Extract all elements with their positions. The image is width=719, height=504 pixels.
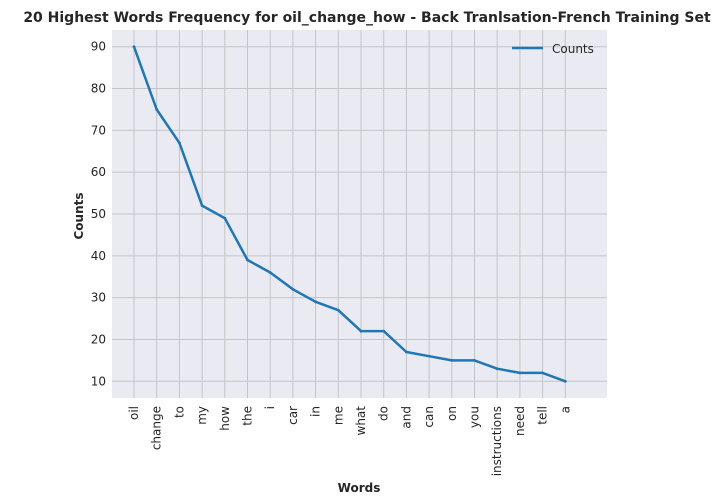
x-tick-label: a	[558, 406, 572, 413]
x-tick-label: in	[309, 406, 323, 417]
data-point	[178, 141, 181, 145]
y-tick-label: 20	[91, 332, 106, 346]
data-point	[314, 300, 317, 304]
x-tick-label: me	[331, 406, 345, 425]
y-tick-label: 10	[91, 374, 106, 388]
data-point	[246, 258, 249, 262]
data-point	[450, 358, 454, 362]
y-axis-title: Counts	[72, 192, 86, 239]
y-axis-ticks: 10 20 30 40 50 60 70 80 90	[91, 40, 106, 389]
data-point	[336, 308, 340, 312]
x-tick-label: you	[468, 406, 482, 428]
x-axis-ticks: oil change to my how the i car in me what do and can o…	[127, 406, 572, 477]
x-tick-label: tell	[536, 406, 550, 425]
x-tick-label: to	[172, 406, 186, 418]
series-lines	[132, 45, 567, 383]
y-tick-label: 70	[91, 123, 106, 137]
x-tick-label: and	[399, 406, 413, 429]
x-tick-label: the	[241, 406, 255, 426]
y-tick-label: 60	[91, 165, 106, 179]
data-point	[495, 367, 499, 371]
x-tick-label: can	[422, 406, 436, 428]
data-point	[200, 204, 204, 208]
data-point	[382, 329, 386, 333]
data-point	[563, 379, 567, 383]
chart-title: 20 Highest Words Frequency for oil_chang…	[23, 10, 711, 26]
data-point	[132, 45, 136, 49]
series-line	[132, 45, 567, 383]
data-point	[359, 329, 363, 333]
y-tick-label: 80	[91, 82, 106, 96]
data-point	[268, 271, 272, 274]
data-point	[473, 358, 476, 362]
y-tick-label: 30	[91, 291, 106, 305]
x-tick-label: instructions	[490, 406, 504, 476]
y-tick-label: 50	[91, 207, 106, 221]
x-tick-label: my	[195, 406, 209, 425]
x-tick-label: do	[377, 406, 391, 421]
x-tick-label: what	[354, 406, 368, 436]
y-tick-label: 40	[91, 249, 106, 263]
x-tick-label: change	[150, 406, 164, 450]
legend: Counts	[512, 42, 594, 56]
x-axis-title: Words	[338, 481, 381, 495]
y-tick-label: 90	[91, 40, 106, 54]
data-point	[518, 371, 522, 375]
data-point	[155, 108, 159, 111]
grid-lines	[112, 30, 607, 398]
data-point	[291, 287, 295, 291]
data-point	[427, 354, 431, 358]
x-tick-label: need	[513, 406, 527, 436]
x-tick-label: oil	[127, 406, 141, 420]
x-tick-label: car	[286, 406, 300, 425]
data-point	[405, 350, 408, 354]
legend-label: Counts	[552, 42, 594, 56]
data-point	[541, 371, 544, 375]
x-tick-label: on	[445, 406, 459, 421]
x-tick-label: i	[263, 406, 277, 409]
x-tick-label: how	[218, 406, 232, 431]
data-point	[223, 216, 227, 220]
